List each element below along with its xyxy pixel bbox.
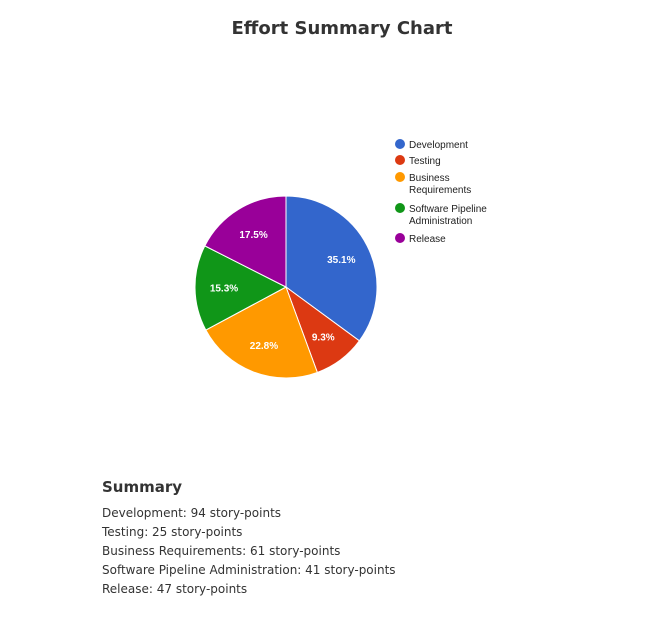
summary-line-software-pipeline-administration: Software Pipeline Administration: 41 sto… xyxy=(102,563,396,577)
pie-chart-area: 35.1% 9.3% 22.8% 15.3% 17.5% Development Testi… xyxy=(194,139,487,379)
pie-slice-label-software-pipeline-administration: 15.3% xyxy=(210,284,238,295)
pie-slice-software-pipeline-administration[interactable] xyxy=(194,245,288,331)
pie-slice-release[interactable] xyxy=(204,195,287,288)
summary-line-release: Release: 47 story-points xyxy=(102,582,248,596)
summary-section: Summary Development: 94 story-points Tes… xyxy=(102,478,642,599)
legend-item-development[interactable]: Development xyxy=(395,139,468,151)
legend-item-testing[interactable]: Testing xyxy=(395,155,441,167)
legend-label-software-pipeline-administration-line-2: Administration xyxy=(409,216,472,227)
legend-swatch-software-pipeline-administration xyxy=(395,203,405,213)
summary-list: Development: 94 story-points Testing: 25… xyxy=(102,504,642,599)
chart-title: Effort Summary Chart xyxy=(231,18,453,39)
legend-label-software-pipeline-administration-line-1: Software Pipeline xyxy=(409,204,487,215)
legend-swatch-development xyxy=(395,139,405,149)
legend-label-testing: Testing xyxy=(409,156,441,167)
summary-heading: Summary xyxy=(102,478,183,496)
summary-line-business-requirements: Business Requirements: 61 story-points xyxy=(102,544,341,558)
legend-swatch-business-requirements xyxy=(395,172,405,182)
legend-label-business-requirements-line-2: Requirements xyxy=(409,185,471,196)
pie-slice-label-release: 17.5% xyxy=(239,230,267,241)
pie-slice-label-business-requirements: 22.8% xyxy=(250,341,278,352)
legend-swatch-testing xyxy=(395,155,405,165)
legend-swatch-release xyxy=(395,233,405,243)
pie-slice-label-development: 35.1% xyxy=(327,255,355,266)
pie-slice-business-requirements[interactable] xyxy=(205,286,318,379)
summary-line-testing: Testing: 25 story-points xyxy=(102,525,243,539)
pie-chart: 35.1% 9.3% 22.8% 15.3% 17.5% Development Testi… xyxy=(194,139,487,379)
legend-label-release: Release xyxy=(409,234,446,245)
legend-item-release[interactable]: Release xyxy=(395,233,446,245)
summary-line-development: Development: 94 story-points xyxy=(102,506,282,520)
legend-label-development: Development xyxy=(409,140,468,151)
legend-label-business-requirements-line-1: Business xyxy=(409,173,450,184)
pie-slice-development[interactable] xyxy=(285,195,378,342)
pie-slice-label-testing: 9.3% xyxy=(312,333,335,344)
